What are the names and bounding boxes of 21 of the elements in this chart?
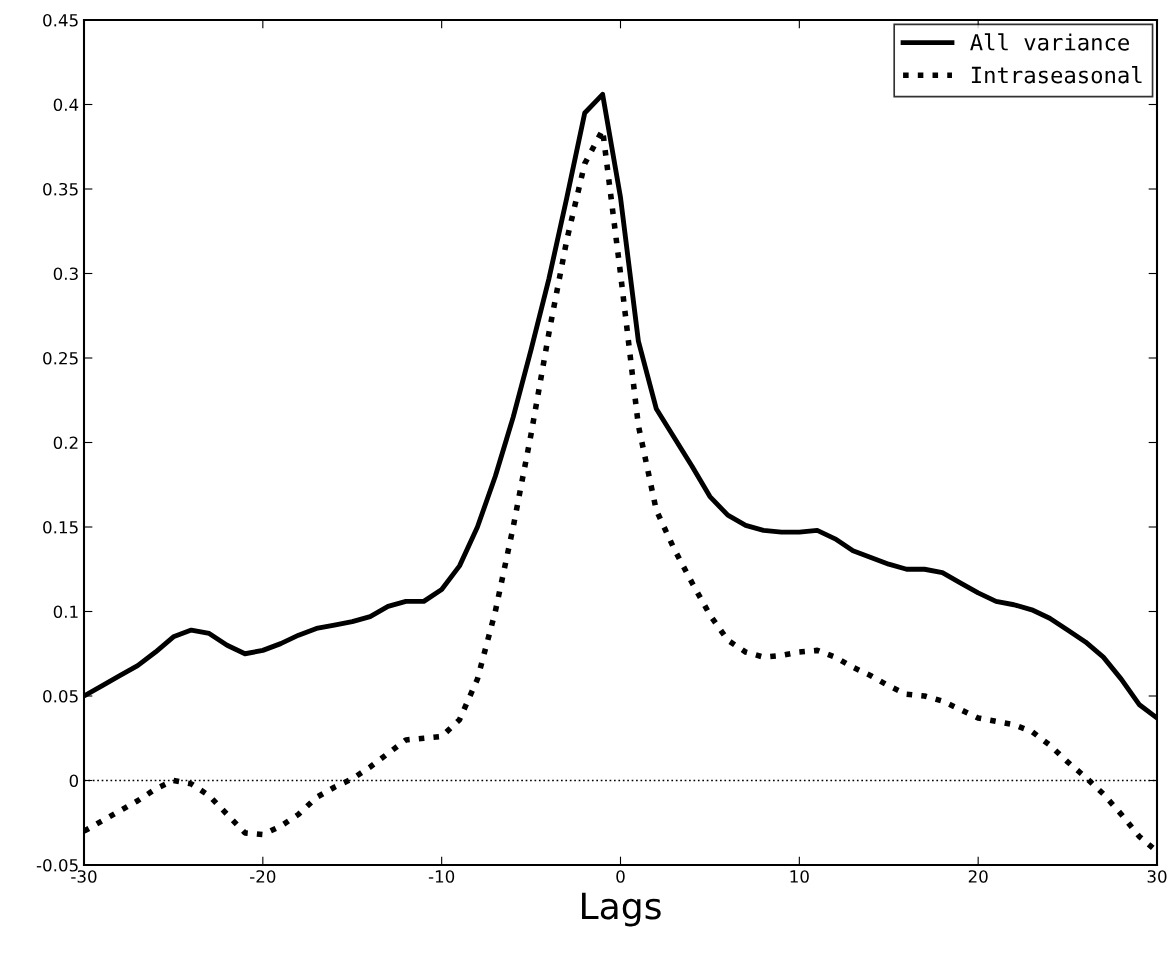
y-tick-label: 0 [69,774,79,788]
x-axis-title: Lags [582,892,661,927]
y-tick-label: -0.05 [36,858,78,872]
y-tick-label: 0.3 [53,267,78,281]
y-tick-label: 0.4 [53,98,79,112]
y-tick-label: 0.2 [53,436,78,450]
y-tick-label: 0.45 [43,13,78,27]
y-tick-label: 0.05 [43,689,78,703]
x-tick-label: 30 [1147,870,1167,883]
x-tick-label: -30 [71,870,97,883]
legend-label: Intraseasonal [971,66,1142,84]
x-tick-label: -20 [250,870,276,883]
x-tick-label: 10 [790,870,809,883]
y-tick-label: 0.1 [53,605,78,619]
y-tick-label: 0.35 [43,182,78,196]
x-tick-label: 0 [616,870,625,883]
x-tick-label: 20 [968,870,988,883]
y-tick-label: 0.15 [43,520,78,534]
y-tick-label: 0.25 [43,351,78,365]
legend-label: All variance [970,33,1129,51]
x-tick-label: -10 [428,870,455,883]
